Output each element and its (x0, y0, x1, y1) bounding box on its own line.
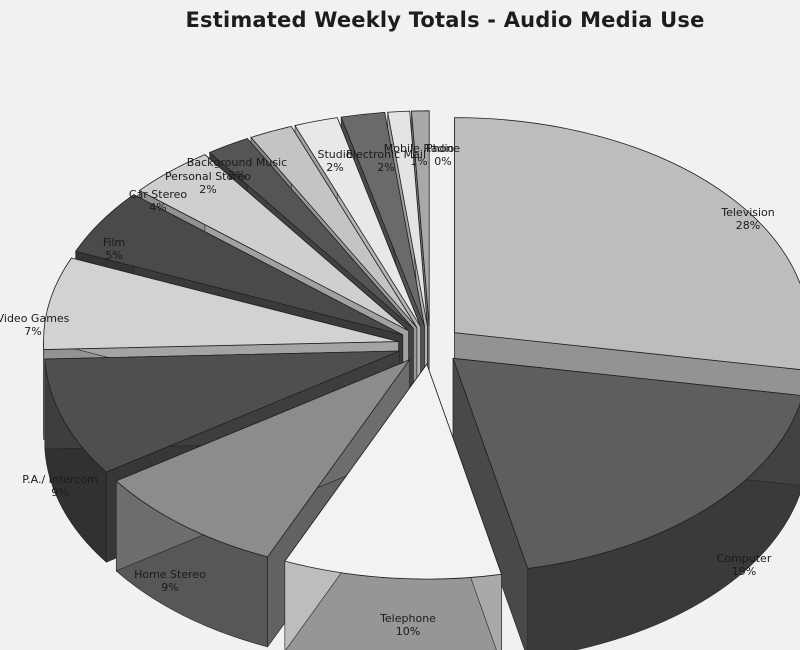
slice-studio-value-label: 2% (326, 161, 343, 174)
slice-video-games (43, 257, 399, 350)
slice-background-music-value-label: 2% (228, 169, 245, 182)
slice-film-value-label: 5% (105, 249, 122, 262)
slice-phone (411, 110, 430, 326)
slice-home-stereo (115, 358, 411, 558)
slice-background-music-label: Background Music (187, 156, 287, 169)
slice-mobile-radio (387, 110, 428, 326)
slice-electronic-mail-value-label: 2% (377, 161, 394, 174)
slice-video-games-label: Video Games (0, 312, 70, 325)
slice-personal-stereo-value-label: 2% (199, 183, 216, 196)
slice-video-games-value-label: 7% (24, 325, 41, 338)
slice-mobile-radio-label: Mobile Radio (384, 142, 455, 155)
slice-computer-label: Computer (717, 552, 772, 565)
slice-background-music (250, 125, 418, 328)
slice-car-stereo-label: Car Stereo (129, 188, 188, 201)
slice-television-value-label: 28% (736, 219, 760, 232)
slice-telephone-value-label: 10% (396, 625, 420, 638)
slice-film (75, 194, 403, 336)
slice-mobile-radio-value-label: 1% (410, 155, 427, 168)
slice-computer-value-label: 19% (732, 565, 756, 578)
slice-p-a-intercom-label: P.A./ Intercom (22, 473, 98, 486)
slice-electronic-mail (340, 112, 425, 327)
slice-p-a-intercom-value-label: 9% (51, 486, 68, 499)
slice-personal-stereo (208, 138, 414, 329)
chart-title: Estimated Weekly Totals - Audio Media Us… (185, 8, 705, 32)
slice-car-stereo-value-label: 4% (149, 201, 166, 214)
slice-film-label: Film (103, 236, 125, 249)
slice-computer (452, 357, 800, 569)
pie-tops (43, 110, 800, 580)
slice-phone-label: Phone (426, 142, 460, 155)
slice-personal-stereo-label: Personal Stereo (165, 170, 251, 183)
slice-electronic-mail-label: Electronic Mail (346, 148, 426, 161)
slice-studio-label: Studio (317, 148, 352, 161)
slice-television (454, 117, 800, 370)
slice-telephone (284, 363, 503, 580)
slice-telephone-label: Telephone (379, 612, 436, 625)
slice-home-stereo-value-label: 9% (161, 581, 178, 594)
slice-home-stereo-label: Home Stereo (134, 568, 206, 581)
slice-phone-value-label: 0% (434, 155, 451, 168)
slice-studio (294, 117, 421, 327)
slice-p-a-intercom (44, 350, 400, 473)
slice-car-stereo (138, 154, 409, 332)
slice-television-label: Television (720, 206, 775, 219)
